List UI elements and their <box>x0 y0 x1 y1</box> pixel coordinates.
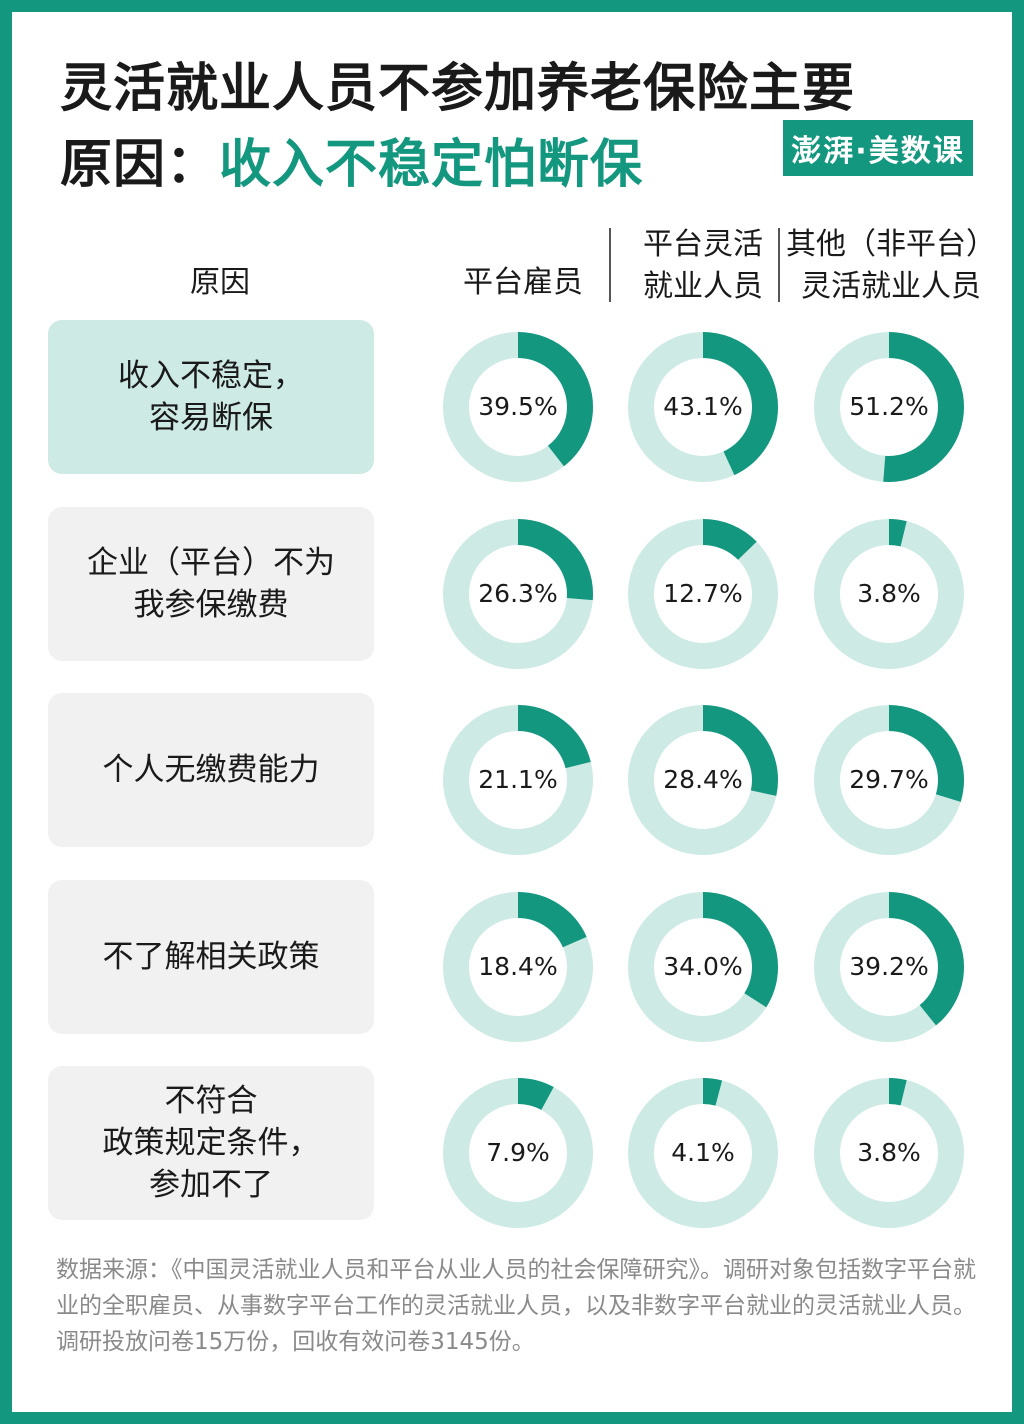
donut-chart: 29.7% <box>814 705 964 855</box>
column-header-2: 平台灵活 就业人员 <box>643 227 763 304</box>
donut-value-arc <box>443 891 593 1042</box>
reason-label: 企业（平台）不为 我参保缴费 <box>48 506 374 661</box>
donut-data-label: 43.1% <box>663 392 742 421</box>
donut-chart: 3.8% <box>814 518 964 669</box>
title-prefix: 原因： <box>60 135 220 195</box>
donut-chart: 43.1% <box>628 332 778 482</box>
donut-data-label: 39.5% <box>478 392 557 421</box>
donut-chart: 4.1% <box>628 1078 778 1228</box>
source-note: 数据来源：《中国灵活就业人员和平台从业人员的社会保障研究》。调研对象包括数字平台… <box>56 1257 976 1355</box>
donut-chart: 18.4% <box>443 891 593 1042</box>
donut-chart: 7.9% <box>443 1078 593 1228</box>
row-header: 原因 <box>190 265 250 300</box>
donut-data-label: 21.1% <box>478 765 557 794</box>
donut-chart: 34.0% <box>628 891 778 1042</box>
donut-chart: 3.8% <box>814 1078 964 1228</box>
donut-chart: 21.1% <box>443 705 593 855</box>
donut-value-arc <box>443 705 593 855</box>
donut-value-arc <box>628 518 778 669</box>
title-accent: 收入不稳定怕断保 <box>219 135 644 195</box>
donut-value-arc <box>628 1078 778 1228</box>
donut-chart: 39.2% <box>814 891 964 1042</box>
column-header-3: 其他（非平台） 灵活就业人员 <box>786 227 996 304</box>
donut-data-label: 18.4% <box>478 952 557 981</box>
column-header-1: 平台雇员 <box>463 265 583 300</box>
donut-chart: 28.4% <box>628 705 778 855</box>
reason-label: 不符合 政策规定条件， 参加不了 <box>48 1066 374 1220</box>
donut-chart: 12.7% <box>628 518 778 669</box>
donut-value-arc <box>628 332 778 482</box>
title-line-2: 原因：收入不稳定怕断保 <box>60 122 643 197</box>
donut-value-arc <box>443 332 593 482</box>
donut-data-label: 26.3% <box>478 579 557 608</box>
reason-label: 个人无缴费能力 <box>48 693 374 847</box>
donut-value-arc <box>814 332 964 482</box>
donut-chart: 26.3% <box>443 518 593 669</box>
donut-data-label: 3.8% <box>857 579 921 608</box>
donut-value-arc <box>628 705 778 855</box>
donut-value-arc <box>628 891 778 1042</box>
donut-data-label: 29.7% <box>849 765 928 794</box>
donut-data-label: 3.8% <box>857 1138 921 1167</box>
donut-value-arc <box>814 1078 964 1228</box>
column-divider-2 <box>778 228 780 302</box>
donut-value-arc <box>814 705 964 855</box>
donut-data-label: 4.1% <box>671 1138 735 1167</box>
reason-label: 不了解相关政策 <box>48 879 374 1034</box>
donut-value-arc <box>443 518 593 669</box>
publisher-logo: 澎湃·美数课 <box>783 120 973 176</box>
donut-data-label: 51.2% <box>849 392 928 421</box>
donut-value-arc <box>814 891 964 1042</box>
donut-chart: 51.2% <box>814 332 964 482</box>
donut-data-label: 12.7% <box>663 579 742 608</box>
donut-data-label: 28.4% <box>663 765 742 794</box>
donut-value-arc <box>443 1078 593 1228</box>
column-divider-1 <box>609 228 611 302</box>
reason-label: 收入不稳定， 容易断保 <box>48 320 374 474</box>
title-line-1: 灵活就业人员不参加养老保险主要 <box>60 59 856 119</box>
donut-data-label: 34.0% <box>663 952 742 981</box>
donut-value-arc <box>814 518 964 669</box>
donut-data-label: 39.2% <box>849 952 928 981</box>
donut-data-label: 7.9% <box>486 1138 550 1167</box>
donut-chart: 39.5% <box>443 332 593 482</box>
